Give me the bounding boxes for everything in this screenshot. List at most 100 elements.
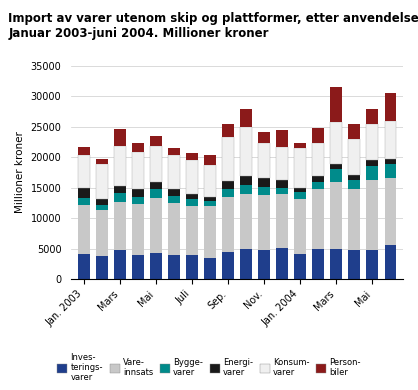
Bar bbox=[114, 129, 126, 146]
Bar bbox=[385, 165, 396, 178]
Bar bbox=[222, 137, 234, 181]
Bar bbox=[240, 127, 252, 176]
Bar bbox=[114, 202, 126, 250]
Bar bbox=[294, 199, 306, 254]
Bar bbox=[168, 195, 180, 203]
Bar bbox=[132, 152, 144, 189]
Bar bbox=[258, 131, 270, 142]
Bar bbox=[385, 178, 396, 245]
Bar bbox=[312, 182, 324, 190]
Bar bbox=[312, 249, 324, 279]
Bar bbox=[96, 164, 108, 199]
Bar bbox=[222, 190, 234, 197]
Bar bbox=[276, 147, 288, 180]
Bar bbox=[150, 145, 162, 182]
Bar bbox=[150, 198, 162, 253]
Bar bbox=[312, 190, 324, 249]
Bar bbox=[349, 189, 360, 250]
Bar bbox=[349, 124, 360, 139]
Bar bbox=[258, 250, 270, 279]
Bar bbox=[114, 250, 126, 279]
Bar bbox=[276, 130, 288, 147]
Bar bbox=[150, 253, 162, 279]
Bar bbox=[204, 206, 216, 258]
Bar bbox=[78, 147, 89, 155]
Bar bbox=[312, 142, 324, 176]
Bar bbox=[385, 121, 396, 159]
Y-axis label: Millioner kroner: Millioner kroner bbox=[15, 131, 25, 213]
Bar bbox=[186, 160, 198, 194]
Bar bbox=[222, 252, 234, 279]
Bar bbox=[385, 93, 396, 121]
Bar bbox=[349, 139, 360, 176]
Bar bbox=[168, 255, 180, 279]
Bar bbox=[222, 197, 234, 252]
Bar bbox=[367, 109, 378, 124]
Bar bbox=[276, 248, 288, 279]
Bar bbox=[168, 148, 180, 155]
Bar bbox=[294, 148, 306, 188]
Bar bbox=[385, 159, 396, 165]
Bar bbox=[240, 109, 252, 127]
Legend: Inves-
terings-
varer, Vare-
innsats, Bygge-
varer, Energi-
varer, Konsum-
varer: Inves- terings- varer, Vare- innsats, By… bbox=[54, 349, 364, 386]
Bar bbox=[78, 198, 89, 205]
Bar bbox=[312, 128, 324, 142]
Bar bbox=[186, 153, 198, 160]
Bar bbox=[132, 189, 144, 197]
Bar bbox=[258, 142, 270, 179]
Bar bbox=[168, 155, 180, 189]
Bar bbox=[204, 258, 216, 279]
Bar bbox=[204, 165, 216, 197]
Bar bbox=[330, 169, 342, 181]
Bar bbox=[258, 195, 270, 250]
Bar bbox=[204, 201, 216, 206]
Bar bbox=[367, 180, 378, 250]
Bar bbox=[114, 193, 126, 202]
Bar bbox=[186, 206, 198, 255]
Bar bbox=[150, 182, 162, 190]
Bar bbox=[312, 176, 324, 182]
Bar bbox=[132, 143, 144, 152]
Bar bbox=[258, 187, 270, 195]
Bar bbox=[150, 136, 162, 145]
Bar bbox=[240, 194, 252, 248]
Bar bbox=[222, 124, 234, 137]
Bar bbox=[367, 250, 378, 279]
Bar bbox=[186, 194, 198, 199]
Bar bbox=[78, 254, 89, 279]
Bar bbox=[367, 124, 378, 160]
Bar bbox=[330, 87, 342, 122]
Bar bbox=[114, 186, 126, 193]
Bar bbox=[240, 176, 252, 185]
Bar bbox=[132, 197, 144, 204]
Bar bbox=[367, 166, 378, 180]
Bar bbox=[168, 203, 180, 255]
Bar bbox=[96, 256, 108, 279]
Bar bbox=[240, 248, 252, 279]
Bar bbox=[240, 185, 252, 194]
Bar bbox=[78, 205, 89, 254]
Bar bbox=[349, 176, 360, 180]
Bar bbox=[294, 143, 306, 148]
Bar bbox=[367, 160, 378, 166]
Bar bbox=[96, 210, 108, 256]
Bar bbox=[186, 255, 198, 279]
Bar bbox=[258, 179, 270, 187]
Bar bbox=[186, 199, 198, 206]
Bar bbox=[114, 146, 126, 186]
Bar bbox=[294, 193, 306, 199]
Bar bbox=[294, 188, 306, 193]
Bar bbox=[78, 155, 89, 188]
Bar bbox=[349, 180, 360, 189]
Bar bbox=[96, 205, 108, 210]
Bar bbox=[132, 204, 144, 255]
Bar bbox=[150, 190, 162, 198]
Bar bbox=[385, 245, 396, 279]
Bar bbox=[96, 199, 108, 205]
Bar bbox=[132, 255, 144, 279]
Bar bbox=[276, 180, 288, 188]
Bar bbox=[96, 159, 108, 164]
Bar bbox=[276, 194, 288, 248]
Bar bbox=[204, 155, 216, 165]
Bar bbox=[330, 165, 342, 169]
